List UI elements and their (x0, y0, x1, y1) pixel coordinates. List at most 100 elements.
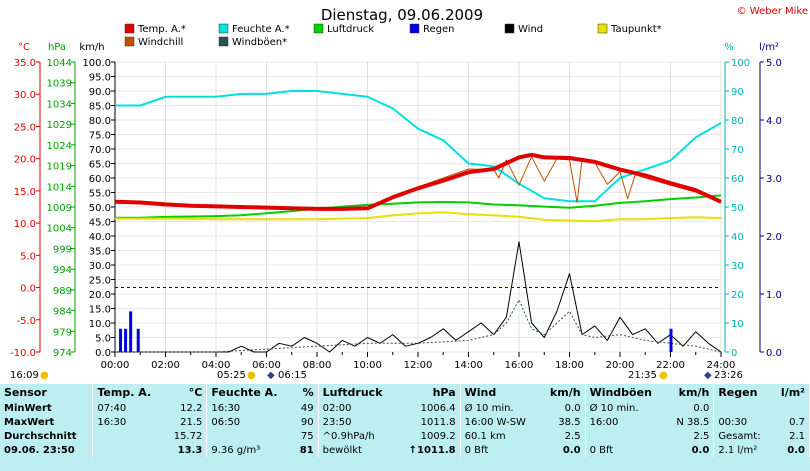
kmh-axis-tick-label: 10.0 (89, 319, 111, 330)
stats-cell: 13.3 (164, 443, 208, 457)
temp-axis-tick-label: 10.0 (14, 219, 36, 230)
stats-cell: 1011.8 (396, 415, 461, 429)
temp-axis-tick-label: 20.0 (14, 155, 36, 166)
kmh-axis-tick-label: 55.0 (89, 189, 111, 200)
plot-area (114, 90, 722, 353)
x-tick-label: 16:00 (505, 360, 534, 369)
stats-cell: 0.0 (540, 401, 586, 415)
temp-axis-tick-label: -5.0 (16, 316, 36, 327)
stats-header: hPa (396, 384, 461, 401)
kmh-axis-tick-label: 100.0 (82, 58, 111, 69)
credit-text: © Weber Mike (737, 6, 808, 17)
moon-icon: ◆ (704, 370, 712, 381)
stats-cell (714, 401, 772, 415)
stats-row-min: MinWert 07:40 12.2 16:30 49 02:00 1006.4… (0, 401, 810, 415)
stats-cell: 00:30 (718, 416, 748, 428)
regen-unit-label: l/m² (759, 42, 779, 53)
legend-label: Wind (518, 24, 543, 35)
temp-axis-tick-label: 25.0 (14, 122, 36, 133)
stats-cell (207, 429, 293, 443)
stats-cell: 07:40 (97, 402, 127, 414)
temp-axis-tick-label: 5.0 (20, 251, 36, 262)
hpa-unit-label: hPa (48, 42, 66, 53)
stats-cell: 0 Bft (464, 444, 489, 456)
rain-bar (124, 328, 128, 352)
feuchte-axis-tick-label: 40 (731, 232, 744, 243)
hpa-axis-tick-label: 1044 (47, 58, 72, 69)
stats-cell: 49 (292, 401, 319, 415)
regen-axis-tick-label: 1.0 (766, 290, 782, 301)
stats-header: Sensor (0, 384, 94, 401)
feuchte-axis-tick-label: 0 (731, 348, 737, 359)
stats-cell (93, 429, 164, 443)
sun-moon-strip: 16:09 ● 05:25 ● ◆ 06:15 21:35 ● ◆ 23:26 (0, 369, 810, 383)
regen-axis-tick-label: 2.0 (766, 232, 782, 243)
stats-header: Regen (718, 386, 758, 399)
stats-cell: 1009.2 (396, 429, 461, 443)
regen-axis-tick-label: 3.0 (766, 174, 782, 185)
temp-axis-tick-label: 15.0 (14, 187, 36, 198)
kmh-axis-tick-label: 45.0 (89, 218, 111, 229)
stats-cell: 16:00 W-SW (464, 416, 526, 428)
series-windben-line (115, 299, 722, 353)
legend-label: Regen (423, 24, 455, 35)
kmh-axis-tick-label: 65.0 (89, 160, 111, 171)
stats-cell: Durchschnitt (0, 429, 94, 443)
moon-icon: ◆ (267, 370, 275, 381)
stats-cell: bewölkt (322, 444, 362, 456)
stats-cell: 16:30 (211, 402, 241, 414)
stats-cell: 0.0 (540, 443, 586, 457)
kmh-axis-tick-label: 70.0 (89, 145, 111, 156)
stats-cell: 23:50 (322, 416, 352, 428)
sunset-time: 21:35 (628, 370, 657, 381)
legend-swatch (218, 36, 229, 47)
stats-cell: 81 (292, 443, 319, 457)
regen-axis-tick-label: 0.0 (766, 348, 782, 359)
hpa-axis-tick-label: 994 (53, 265, 72, 276)
feuchte-axis-tick-label: 70 (731, 145, 744, 156)
rain-bar (136, 328, 140, 352)
kmh-axis-tick-label: 95.0 (89, 73, 111, 84)
x-tick-label: 22:00 (656, 360, 685, 369)
x-tick-label: 24:00 (707, 360, 736, 369)
feuchte-axis-tick-label: 10 (731, 319, 744, 330)
kmh-axis-tick-label: 35.0 (89, 247, 111, 258)
x-tick-label: 18:00 (555, 360, 584, 369)
sun-icon: ● (40, 370, 49, 381)
legend-label: Luftdruck (327, 24, 374, 35)
stats-cell: Gesamt: (718, 430, 761, 442)
sun-icon: ● (247, 370, 256, 381)
kmh-axis-tick-label: 75.0 (89, 131, 111, 142)
moonrise-time: 06:15 (278, 370, 307, 381)
stats-cell: 0.7 (772, 415, 810, 429)
feuchte-unit-label: % (724, 42, 734, 53)
series-taupunkt-line (115, 211, 722, 223)
legend-swatch (409, 23, 420, 34)
kmh-unit-label: km/h (79, 42, 104, 53)
rain-bar (129, 311, 133, 352)
stats-row-max: MaxWert 16:30 21.5 06:50 90 23:50 1011.8… (0, 415, 810, 429)
left-time: 16:09 (10, 370, 39, 381)
regen-axis-tick-label: 4.0 (766, 116, 782, 127)
feuchte-axis-tick-label: 20 (731, 290, 744, 301)
stats-cell: 9.36 g/m³ (211, 444, 261, 456)
stats-cell: MinWert (0, 401, 94, 415)
stats-cell: 0.0 (666, 443, 715, 457)
stats-cell: 15.72 (164, 429, 208, 443)
legend-swatch (597, 23, 608, 34)
chart-title: Dienstag, 09.06.2009 (321, 6, 483, 24)
stats-header: Windböen (589, 386, 652, 399)
stats-header: °C (164, 384, 208, 401)
hpa-axis-tick-label: 989 (53, 286, 72, 297)
hpa-axis-tick-label: 1019 (47, 162, 72, 173)
stats-cell: 2.5 (666, 429, 715, 443)
feuchte-axis-tick-label: 50 (731, 203, 744, 214)
temp-axis-tick-label: 35.0 (14, 58, 36, 69)
stats-cell: MaxWert (0, 415, 94, 429)
sunrise-time: 05:25 (217, 370, 246, 381)
stats-cell: 06:50 (211, 416, 241, 428)
stats-cell: ↑1011.8 (396, 443, 461, 457)
kmh-axis-tick-label: 85.0 (89, 102, 111, 113)
stats-cell: 09.06. 23:50 (0, 443, 94, 457)
stats-cell: 16:00 (589, 416, 619, 428)
